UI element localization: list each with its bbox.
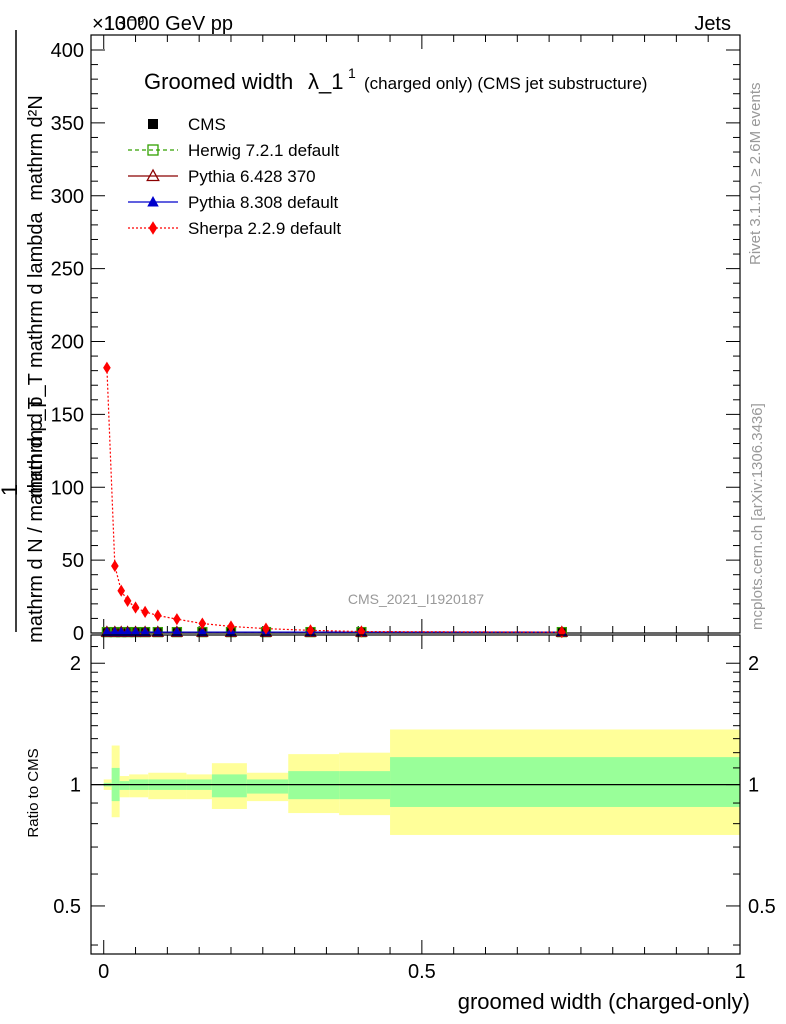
ratio-y-tick-label: 0.5 bbox=[53, 896, 81, 918]
data-point bbox=[262, 622, 270, 635]
data-point bbox=[111, 559, 119, 573]
legend-label: Pythia 8.308 default bbox=[188, 193, 339, 212]
data-point bbox=[122, 626, 133, 637]
ratio-ylabel: Ratio to CMS bbox=[25, 748, 42, 837]
data-point bbox=[117, 584, 126, 597]
x-tick-label: 0.5 bbox=[408, 961, 436, 983]
data-point bbox=[171, 626, 183, 637]
legend-marker bbox=[146, 168, 160, 182]
main-x-ticks bbox=[103, 35, 741, 633]
ylabel-numerator: 1 bbox=[0, 484, 22, 496]
legend-entry: Pythia 8.308 default bbox=[128, 193, 339, 212]
ylabel-bottom: mathrm d N / mathrm d p_T bbox=[25, 397, 47, 643]
ratio-y-tick-label-right: 0.5 bbox=[748, 896, 776, 918]
data-point bbox=[131, 601, 140, 614]
legend-marker bbox=[147, 144, 159, 156]
data-point bbox=[101, 626, 113, 637]
main-series bbox=[100, 361, 569, 639]
main-frame bbox=[90, 34, 741, 634]
ratio-x-axis: 0 0.5 1 bbox=[98, 635, 746, 983]
legend: CMS Herwig 7.2.1 default Pythia 6.428 370 P… bbox=[128, 115, 341, 238]
series-4 bbox=[103, 361, 566, 639]
y-tick-label: 50 bbox=[62, 550, 84, 572]
main-ylabel: 1 mathrm d²N mathrm d p_T mathrm d lambd… bbox=[0, 30, 47, 643]
ratio-y-tick-label-right: 2 bbox=[748, 653, 759, 675]
exponent-label: ×10⁻⁹ bbox=[92, 13, 145, 35]
x-tick-label: 0 bbox=[98, 961, 109, 983]
data-point bbox=[153, 609, 162, 622]
legend-label: Sherpa 2.2.9 default bbox=[188, 219, 341, 238]
analysis-watermark: CMS_2021_I1920187 bbox=[348, 591, 484, 607]
legend-marker bbox=[148, 119, 158, 129]
legend-label: Pythia 6.428 370 bbox=[188, 167, 316, 186]
ratio-inner-band bbox=[211, 774, 247, 798]
x-tick-label: 1 bbox=[734, 961, 745, 983]
ratio-y-tick-label-right: 1 bbox=[748, 775, 759, 797]
series-line bbox=[106, 367, 562, 633]
y-tick-label: 200 bbox=[51, 332, 84, 354]
legend-entry: Pythia 6.428 370 bbox=[128, 167, 316, 186]
y-tick-label: 350 bbox=[51, 113, 84, 135]
ratio-xlabel: groomed width (charged-only) bbox=[458, 989, 750, 1014]
series-3 bbox=[101, 626, 568, 637]
data-point bbox=[139, 626, 151, 637]
main-y-axis: 0 50 100 150 200 250 300 350 400 bbox=[51, 40, 740, 645]
y-tick-label: 150 bbox=[51, 404, 84, 426]
data-point bbox=[123, 594, 132, 608]
y-tick-label: 300 bbox=[51, 186, 84, 208]
legend-entry: CMS bbox=[148, 115, 226, 134]
y-tick-label: 400 bbox=[51, 40, 84, 62]
category-label: Jets bbox=[694, 13, 731, 35]
main-panel: 0 50 100 150 200 250 300 350 400 CMS_2021_I19201… bbox=[51, 34, 741, 645]
data-point bbox=[173, 613, 181, 626]
legend-entry: Sherpa 2.2.9 default bbox=[128, 219, 341, 238]
ratio-inner-band bbox=[119, 781, 130, 790]
ratio-frame bbox=[90, 634, 741, 955]
subtitle-text: (charged only) (CMS jet substructure) bbox=[364, 74, 647, 93]
data-point bbox=[357, 625, 366, 638]
data-point bbox=[306, 624, 315, 637]
data-point bbox=[197, 626, 208, 637]
data-point bbox=[141, 605, 149, 618]
y-tick-label: 100 bbox=[51, 477, 84, 499]
legend-label: Herwig 7.2.1 default bbox=[188, 141, 339, 160]
data-point bbox=[152, 626, 163, 637]
legend-marker bbox=[148, 221, 158, 235]
legend-marker bbox=[147, 196, 159, 207]
title-text: Groomed width bbox=[144, 69, 293, 94]
ratio-y-axis: 0.5 0.5 1 1 2 2 bbox=[53, 646, 776, 946]
y-tick-label: 0 bbox=[73, 623, 84, 645]
ratio-inner-band bbox=[390, 757, 740, 807]
ratio-inner-band bbox=[246, 779, 289, 794]
y-tick-label: 250 bbox=[51, 259, 84, 281]
ratio-bands bbox=[103, 729, 740, 835]
main-title: Groomed width λ_1 1 (charged only) (CMS … bbox=[144, 65, 647, 94]
title-symbol: λ_1 bbox=[308, 69, 343, 94]
ylabel-top: mathrm d²N bbox=[25, 95, 47, 201]
mcplots-label: mcplots.cern.ch [arXiv:1306.3436] bbox=[749, 403, 766, 630]
title-superscript: 1 bbox=[348, 65, 356, 81]
data-point bbox=[227, 620, 235, 633]
data-point bbox=[103, 361, 111, 374]
data-point bbox=[198, 617, 207, 630]
legend-entry: Herwig 7.2.1 default bbox=[128, 141, 339, 160]
ratio-panel: 0.5 0.51 12 2 0 0.5 1 Ratio to CMS groomed wi… bbox=[25, 634, 776, 1014]
data-point bbox=[130, 626, 141, 637]
ylabel-mid: mathrm d p_T mathrm d lambda bbox=[25, 211, 47, 497]
legend-label: CMS bbox=[188, 115, 226, 134]
ratio-y-tick-label: 1 bbox=[70, 775, 81, 797]
rivet-label: Rivet 3.1.10, ≥ 2.6M events bbox=[747, 83, 764, 266]
ratio-y-tick-label: 2 bbox=[70, 653, 81, 675]
energy-label: 13000 GeV pp bbox=[104, 13, 233, 35]
